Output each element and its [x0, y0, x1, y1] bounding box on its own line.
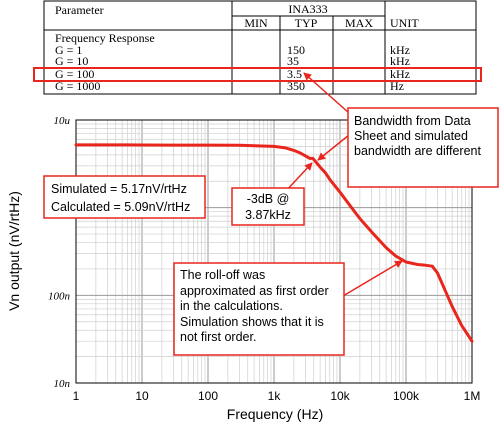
table-row-typ: 3.5: [287, 67, 302, 81]
spec-table: Parameter INA333 MIN TYP MAX UNIT Freque…: [33, 0, 482, 95]
table-row-label: G = 10: [55, 54, 88, 68]
series-point: [395, 255, 397, 257]
series-point: [461, 324, 463, 327]
x-axis-label: Frequency (Hz): [227, 406, 323, 422]
series-point: [444, 290, 447, 293]
noise-simulated-text: Simulated = 5.17nV/rtHz: [51, 182, 187, 196]
table-header-parameter: Parameter: [55, 3, 104, 17]
table-header-typ: TYP: [295, 16, 318, 30]
series-point: [319, 166, 321, 168]
series-point: [121, 144, 123, 146]
series-line: [74, 143, 474, 343]
series-point: [339, 191, 341, 193]
series-point: [312, 157, 314, 160]
series-point: [359, 217, 361, 220]
table-row-typ: 350: [287, 79, 305, 93]
series-point: [293, 149, 295, 152]
table-row-typ: 150: [287, 43, 305, 57]
arrow-to-rolloff: [342, 260, 403, 297]
series-point: [431, 265, 434, 268]
series-point: [172, 144, 175, 146]
table-header-unit: UNIT: [390, 16, 419, 30]
table-row-unit: Hz: [390, 79, 404, 93]
series-point: [75, 144, 77, 146]
series-point: [238, 144, 241, 147]
noise-calculated-text: Calculated = 5.09nV/rtHz: [51, 200, 190, 214]
minus3db-text-line2: 3.87kHz: [245, 208, 291, 222]
minus3db-box: [231, 187, 305, 226]
series-point: [309, 157, 311, 160]
series-points: [75, 144, 473, 343]
table-header-part: INA333: [288, 2, 327, 16]
series-point: [385, 246, 387, 249]
x-tick-label: 1k: [268, 389, 282, 403]
x-tick-labels: 1 10 100 1k 10k 100k 1M: [73, 389, 481, 403]
series-point: [95, 144, 97, 146]
table-row-unit: kHz: [390, 54, 410, 68]
series-point: [451, 305, 453, 308]
noise-values-box: [43, 175, 206, 219]
series-point: [350, 206, 353, 209]
table-border: [43, 0, 477, 95]
minus3db-text-line1: -3dB @: [247, 192, 290, 206]
x-tick-label: 10k: [330, 389, 350, 403]
series-point: [141, 144, 143, 146]
y-tick-label: 100n: [48, 290, 71, 302]
series-point: [332, 183, 335, 185]
series-point: [284, 147, 287, 149]
data-sheet-note-text: Bandwidth from Data Sheet and simulated …: [354, 114, 481, 158]
rolloff-note-container: The roll-off was approximated as first o…: [180, 268, 329, 344]
highlight-row-box: [33, 67, 482, 82]
series-point: [207, 144, 209, 146]
series-point: [436, 272, 439, 274]
series-point: [299, 152, 302, 154]
x-tick-label: 1: [73, 389, 80, 403]
series-point: [304, 155, 307, 157]
arrow-to-curve: [317, 134, 350, 161]
rolloff-note-text: The roll-off was approximated as first o…: [180, 268, 329, 344]
table-row-typ: 35: [287, 54, 299, 68]
plot-frame: [75, 119, 473, 384]
series-point: [405, 261, 407, 263]
series-point: [329, 178, 331, 181]
series-point: [471, 340, 473, 343]
series-point: [316, 162, 318, 165]
table-header-max: MAX: [345, 16, 373, 30]
series-point: [425, 264, 427, 267]
table-section-label: Frequency Response: [55, 31, 155, 45]
table-header-min: MIN: [244, 16, 268, 30]
x-tick-label: 100: [198, 389, 218, 403]
rolloff-note-box: [173, 262, 345, 356]
series-point: [370, 231, 373, 233]
series-point: [416, 263, 419, 266]
series-point: [324, 172, 327, 174]
series-point: [273, 145, 275, 148]
arrow-to-table: [303, 72, 350, 114]
y-tick-labels: 10u1u100n10n: [48, 115, 71, 390]
y-tick-label: 10u: [54, 115, 71, 127]
annotations: Bandwidth from Data Sheet and simulated …: [43, 72, 499, 356]
x-tick-label: 10: [135, 389, 149, 403]
table-row-unit: kHz: [390, 67, 410, 81]
data-sheet-note-container: Bandwidth from Data Sheet and simulated …: [354, 114, 481, 158]
y-tick-label: 10n: [54, 378, 71, 390]
x-tick-label: 100k: [393, 389, 420, 403]
table-row-label: G = 1000: [55, 79, 100, 93]
x-tick-label: 1M: [464, 389, 481, 403]
arrow-to-3db-point: [284, 162, 313, 193]
y-axis-label: Vn output (nV/rtHz): [6, 191, 22, 311]
table-row-unit: kHz: [390, 43, 410, 57]
table-row-label: G = 100: [55, 67, 94, 81]
data-sheet-note-box: [347, 107, 499, 188]
table-row-label: G = 1: [55, 43, 82, 57]
